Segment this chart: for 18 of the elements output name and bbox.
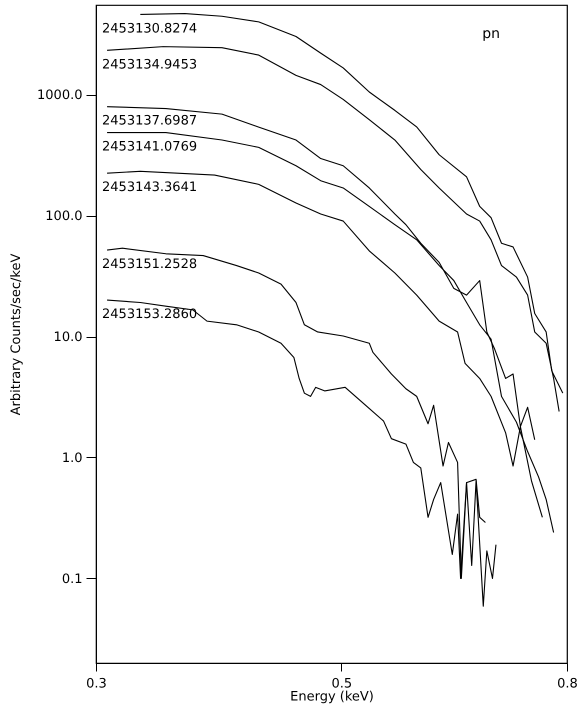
x-axis-title: Energy (keV) [290,690,374,704]
series-label: 2453153.2860 [102,307,198,322]
x-tick-label: 0.3 [86,676,107,692]
y-tick-label: 1000.0 [37,88,82,104]
x-tick-label: 0.8 [557,676,577,692]
y-axis-title: Arbitrary Counts/sec/keV [9,254,24,416]
series-label: 2453134.9453 [102,57,198,72]
x-tick-label: 0.5 [331,676,352,692]
series-label: 2453130.8274 [102,21,198,36]
y-tick-label: 1.0 [62,450,82,466]
y-tick-label: 100.0 [45,209,82,224]
series-label: 2453143.3641 [102,180,198,196]
series-label: 2453151.2528 [102,257,198,272]
series-label: 2453137.6987 [102,114,198,129]
y-tick-label: 10.0 [54,330,82,346]
series-label: 2453141.0769 [102,140,198,155]
annotation: pn [482,26,500,42]
y-tick-label: 0.1 [62,572,82,587]
